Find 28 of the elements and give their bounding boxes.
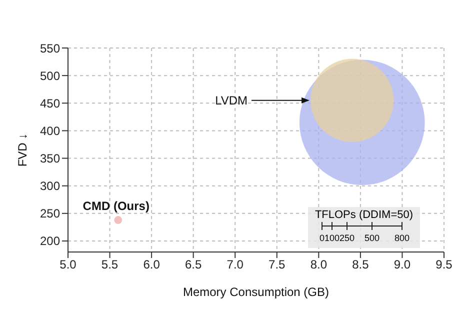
annotation: 100 <box>324 233 340 243</box>
x-tick-label: 5.5 <box>101 258 118 272</box>
text: LVDM <box>215 93 248 108</box>
x-tick-label: 9.5 <box>436 258 453 272</box>
y-axis-title: FVD ↓ <box>15 133 30 167</box>
x-axis-title: Memory Consumption (GB) <box>182 285 330 299</box>
annotation: 800 <box>394 233 410 243</box>
x-tick-label: 6.5 <box>184 258 202 272</box>
annotation: 500 <box>364 233 380 243</box>
y-tick-label: 200 <box>40 234 60 248</box>
annotation: 0 <box>319 233 325 243</box>
y-tick-label: 450 <box>40 96 60 110</box>
y-tick-label: 250 <box>40 206 60 221</box>
y-tick-label: 550 <box>40 41 60 56</box>
x-tick-label: 8.5 <box>352 258 370 272</box>
x-tick-label: 6.0 <box>143 258 160 272</box>
x-tick-label: 9.0 <box>394 258 411 272</box>
y-tick-label: 350 <box>40 152 60 166</box>
legend-title: TFLOPs (DDIM=50) <box>314 209 414 221</box>
y-tick-label: 500 <box>40 68 60 83</box>
series-label: CMD (Ours) <box>82 199 150 214</box>
x-tick-label: 8.0 <box>310 258 328 272</box>
x-tick-label: 7.5 <box>268 258 286 272</box>
x-tick-label: 7.0 <box>226 258 244 272</box>
y-tick-label: 300 <box>40 179 60 194</box>
x-tick-label: 5.0 <box>60 258 77 272</box>
y-tick-label: 400 <box>40 124 60 138</box>
annotation: 250 <box>339 233 355 243</box>
